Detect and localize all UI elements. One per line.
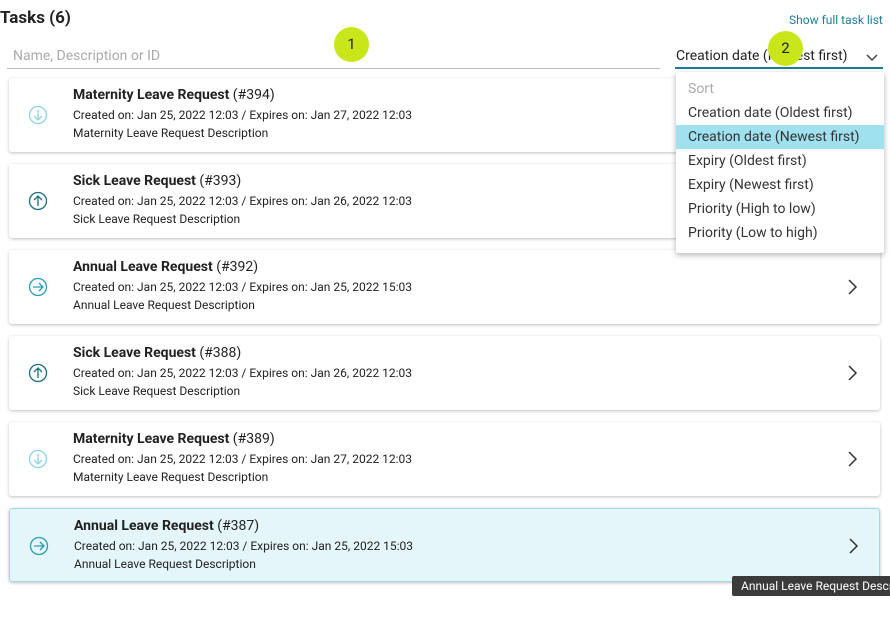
task-id: (#387)	[217, 518, 260, 534]
task-id: (#389)	[232, 431, 275, 447]
task-id: (#393)	[199, 173, 242, 189]
sort-option[interactable]: Expiry (Newest first)	[688, 177, 814, 193]
chevron	[845, 278, 861, 300]
task-description: Maternity Leave Request Description	[73, 126, 269, 140]
sort-option[interactable]: Creation date (Oldest first)	[688, 105, 853, 121]
tooltip: Annual Leave Request Description	[732, 576, 890, 596]
task-icon	[28, 449, 48, 473]
task-description: Sick Leave Request Description	[73, 212, 241, 226]
select-arrow	[866, 54, 878, 62]
task-icon	[28, 277, 48, 301]
task-icon	[28, 363, 48, 387]
step-badge: 1	[334, 27, 369, 62]
task-id: (#394)	[232, 87, 275, 103]
task-dates: Created on: Jan 25, 2022 12:03 / Expires…	[73, 194, 413, 208]
task-dates: Created on: Jan 25, 2022 12:03 / Expires…	[73, 366, 413, 380]
task-heading: Maternity Leave Request (#389)	[73, 431, 275, 447]
task-title: Maternity Leave Request	[73, 431, 230, 447]
task-card[interactable]: Annual Leave Request (#392) Created on: J…	[9, 250, 880, 324]
task-id: (#392)	[216, 259, 259, 275]
sort-select[interactable]: Creation date (Newest first)	[675, 47, 883, 69]
sort-option[interactable]: Priority (Low to high)	[688, 225, 818, 241]
task-heading: Annual Leave Request (#387)	[74, 518, 259, 534]
search-placeholder: Name, Description or ID	[13, 48, 161, 64]
task-description: Sick Leave Request Description	[73, 384, 241, 398]
task-heading: Sick Leave Request (#388)	[73, 345, 241, 361]
task-dates: Created on: Jan 25, 2022 12:03 / Expires…	[73, 452, 413, 466]
task-icon	[28, 191, 48, 215]
sort-option[interactable]: Creation date (Newest first)	[676, 125, 884, 149]
search-field[interactable]: Name, Description or ID	[7, 47, 660, 69]
task-card[interactable]: Annual Leave Request (#387) Created on: J…	[9, 508, 880, 582]
page-title: Tasks (6)	[0, 8, 71, 28]
task-title: Sick Leave Request	[73, 173, 196, 189]
task-description: Annual Leave Request Description	[73, 298, 255, 312]
task-title: Maternity Leave Request	[73, 87, 230, 103]
task-title: Sick Leave Request	[73, 345, 196, 361]
task-dates: Created on: Jan 25, 2022 12:03 / Expires…	[74, 539, 414, 553]
sort-dropdown: Sort Creation date (Oldest first) Creatio…	[676, 72, 884, 253]
task-description: Annual Leave Request Description	[74, 557, 256, 571]
chevron	[845, 364, 861, 386]
sort-option[interactable]: Expiry (Oldest first)	[688, 153, 807, 169]
step-badge: 2	[768, 31, 803, 66]
task-heading: Annual Leave Request (#392)	[73, 259, 258, 275]
full-list-link[interactable]: Show full task list	[789, 13, 883, 27]
task-card[interactable]: Maternity Leave Request (#389) Created on…	[9, 422, 880, 496]
task-icon	[29, 536, 49, 560]
task-title: Annual Leave Request	[73, 259, 213, 275]
task-heading: Maternity Leave Request (#394)	[73, 87, 275, 103]
task-dates: Created on: Jan 25, 2022 12:03 / Expires…	[73, 280, 413, 294]
sort-selected: Creation date (Newest first)	[676, 48, 848, 64]
task-dates: Created on: Jan 25, 2022 12:03 / Expires…	[73, 108, 413, 122]
task-title: Annual Leave Request	[74, 518, 214, 534]
dropdown-heading: Sort	[688, 81, 714, 97]
chevron	[845, 450, 861, 472]
task-description: Maternity Leave Request Description	[73, 470, 269, 484]
chevron	[846, 537, 862, 559]
task-icon	[28, 105, 48, 129]
task-card[interactable]: Sick Leave Request (#388) Created on: Jan…	[9, 336, 880, 410]
task-heading: Sick Leave Request (#393)	[73, 173, 241, 189]
sort-option[interactable]: Priority (High to low)	[688, 201, 816, 217]
task-id: (#388)	[199, 345, 242, 361]
